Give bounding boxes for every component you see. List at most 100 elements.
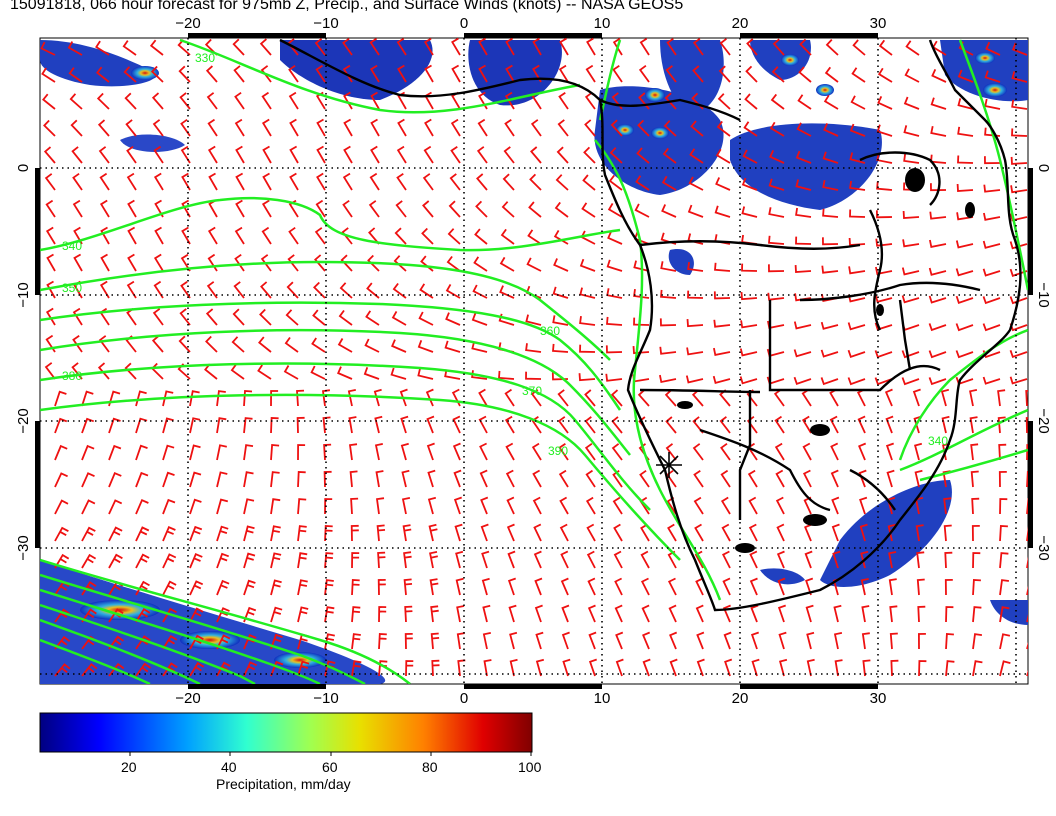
wind-barb <box>778 631 787 650</box>
wind-barb <box>847 377 866 386</box>
wind-barb <box>858 442 867 461</box>
wind-barb <box>582 174 596 191</box>
lat-tick-right: −30 <box>1035 535 1052 560</box>
wind-barb <box>636 147 650 164</box>
wind-barb <box>72 334 83 353</box>
wind-barb <box>579 258 596 272</box>
wind-barb <box>997 416 1006 434</box>
lat-tick-left: 0 <box>15 164 32 172</box>
wind-barb <box>369 172 380 191</box>
wind-barb <box>285 309 299 326</box>
wind-barb <box>534 604 543 623</box>
wind-barb <box>108 553 123 569</box>
wind-barb <box>288 64 299 83</box>
wind-barb <box>639 469 650 488</box>
wind-barb <box>997 389 1006 407</box>
wind-barb <box>805 577 814 596</box>
lat-tick-left: −20 <box>15 408 32 433</box>
wind-barb <box>999 552 1009 569</box>
wind-barb <box>343 118 353 137</box>
wind-barb <box>81 581 97 596</box>
wind-barb <box>504 388 515 407</box>
wind-barb <box>261 199 272 218</box>
wind-barb <box>189 661 205 677</box>
wind-barb <box>914 469 923 488</box>
wind-barb <box>834 659 843 677</box>
wind-barb <box>351 606 361 623</box>
wind-barb <box>189 607 204 623</box>
wind-barb <box>662 147 677 164</box>
wind-barb <box>696 658 705 677</box>
wind-barb <box>557 416 569 434</box>
wind-barb <box>945 633 954 650</box>
wind-barb <box>422 173 434 191</box>
wind-barb <box>397 91 407 110</box>
wind-barb <box>270 498 281 515</box>
wind-barb <box>206 281 218 299</box>
wind-barb <box>452 415 461 434</box>
wind-barb <box>793 376 812 385</box>
wind-barb <box>1009 376 1028 385</box>
wind-barb <box>81 417 95 434</box>
wind-barb <box>665 65 677 83</box>
wind-barb <box>181 172 191 191</box>
wind-barb <box>397 64 407 83</box>
wind-barb <box>982 323 1001 332</box>
wind-barb <box>349 470 358 488</box>
wind-barb <box>970 470 979 488</box>
wind-barb <box>1026 498 1028 515</box>
wind-barb <box>504 91 515 110</box>
wind-barb <box>206 92 218 110</box>
wind-barb <box>151 92 164 110</box>
lon-tick-top: 30 <box>870 15 887 32</box>
wind-barb <box>216 444 227 461</box>
wind-barb <box>876 210 893 219</box>
wind-barb <box>957 126 974 137</box>
wind-barb <box>366 282 380 299</box>
wind-barb <box>913 415 922 434</box>
height-contours <box>40 38 1028 684</box>
wind-barb <box>905 40 920 56</box>
colorbar-ticks <box>129 752 532 756</box>
wind-barb <box>189 417 201 434</box>
wind-barb <box>96 92 110 110</box>
wind-barb <box>374 415 383 434</box>
wind-barb <box>259 308 272 326</box>
wind-barb <box>552 343 569 353</box>
wind-barb <box>945 660 955 677</box>
wind-barb <box>918 660 927 677</box>
wind-barb <box>848 237 866 246</box>
wind-barb <box>324 498 333 515</box>
wind-barb <box>1011 128 1028 137</box>
wind-barb <box>81 526 96 542</box>
wind-barb <box>971 525 980 542</box>
wind-barb <box>54 663 71 677</box>
wind-barb <box>71 146 83 164</box>
wind-barb <box>81 608 97 623</box>
wind-barb <box>875 266 893 275</box>
wind-barb <box>718 65 731 83</box>
wind-barb <box>475 200 488 218</box>
wind-barb <box>431 659 440 677</box>
wind-barb <box>260 254 272 272</box>
wind-barb <box>798 66 812 83</box>
wind-barb <box>605 345 623 354</box>
wind-barb <box>635 175 650 191</box>
wind-barb <box>1026 613 1028 623</box>
wind-barb <box>162 444 175 461</box>
wind-barb <box>712 375 731 385</box>
wind-barb <box>1011 42 1028 56</box>
wind-barb <box>660 261 677 272</box>
contour-label: 360 <box>540 324 560 338</box>
wind-barb <box>796 122 812 137</box>
wind-barb <box>162 471 175 488</box>
wind-barb <box>944 579 953 596</box>
wind-barb <box>135 444 148 461</box>
wind-barb <box>205 65 218 83</box>
wind-barb <box>297 471 306 488</box>
wind-barb <box>216 661 231 677</box>
wind-barb <box>81 444 95 461</box>
wind-barb <box>205 308 218 326</box>
wind-barb <box>297 606 309 623</box>
wind-barb <box>823 94 839 110</box>
